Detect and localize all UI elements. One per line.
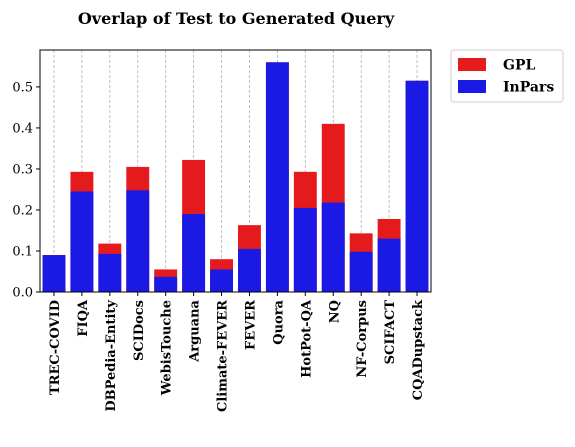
bar-inpars — [70, 191, 94, 292]
bar-inpars — [405, 80, 429, 292]
y-tick-label: 0.5 — [12, 80, 33, 95]
x-tick-label: DBPedia-Entity — [104, 300, 119, 412]
bar-inpars — [293, 207, 317, 292]
x-tick-label: FIQA — [76, 299, 91, 337]
bar-inpars — [321, 202, 345, 292]
y-tick-label: 0.1 — [12, 244, 33, 259]
x-tick-label: TREC-COVID — [48, 300, 63, 395]
legend-label-gpl: GPL — [503, 58, 535, 74]
x-tick-label: HotPot-QA — [299, 299, 314, 378]
y-tick-label: 0.2 — [12, 203, 33, 218]
bar-inpars — [154, 276, 178, 292]
x-tick-label: Arguana — [188, 299, 203, 362]
x-tick-label: Climate-FEVER — [216, 300, 231, 412]
y-axis: 0.0 0.1 0.2 0.3 0.4 0.5 — [12, 80, 40, 301]
bar-inpars — [210, 269, 233, 292]
legend-label-inpars: InPars — [503, 80, 554, 96]
x-tick-label: WebisTouche — [160, 300, 175, 396]
x-tick-label: NQ — [327, 300, 342, 323]
legend: GPL InPars — [450, 49, 564, 103]
bar-inpars — [349, 251, 373, 292]
legend-swatch-gpl — [458, 58, 486, 71]
bars — [42, 62, 429, 292]
x-tick-label: SCIDocs — [132, 300, 147, 361]
bar-inpars — [182, 214, 206, 292]
bar-inpars — [126, 190, 150, 292]
bar-inpars — [238, 248, 261, 292]
y-tick-label: 0.3 — [12, 162, 33, 177]
chart-title: Overlap of Test to Generated Query — [78, 9, 395, 28]
bar-inpars — [42, 255, 66, 292]
legend-swatch-inpars — [458, 80, 486, 93]
x-tick-label: NF-Corpus — [355, 300, 370, 378]
y-tick-label: 0.0 — [12, 286, 33, 301]
x-tick-label: CQADupstack — [411, 299, 426, 400]
x-tick-label: Quora — [271, 299, 286, 344]
bar-inpars — [377, 238, 401, 292]
x-tick-label: FEVER — [243, 300, 258, 350]
plot-frame — [39, 49, 432, 293]
bar-inpars — [98, 253, 122, 292]
bar-inpars — [265, 62, 289, 292]
x-tick-label: SCIFACT — [383, 300, 398, 365]
x-axis: TREC-COVID FIQA DBPedia-Entity SCIDocs Webis… — [48, 292, 426, 412]
plot-border — [39, 49, 432, 293]
y-tick-label: 0.4 — [12, 121, 33, 136]
